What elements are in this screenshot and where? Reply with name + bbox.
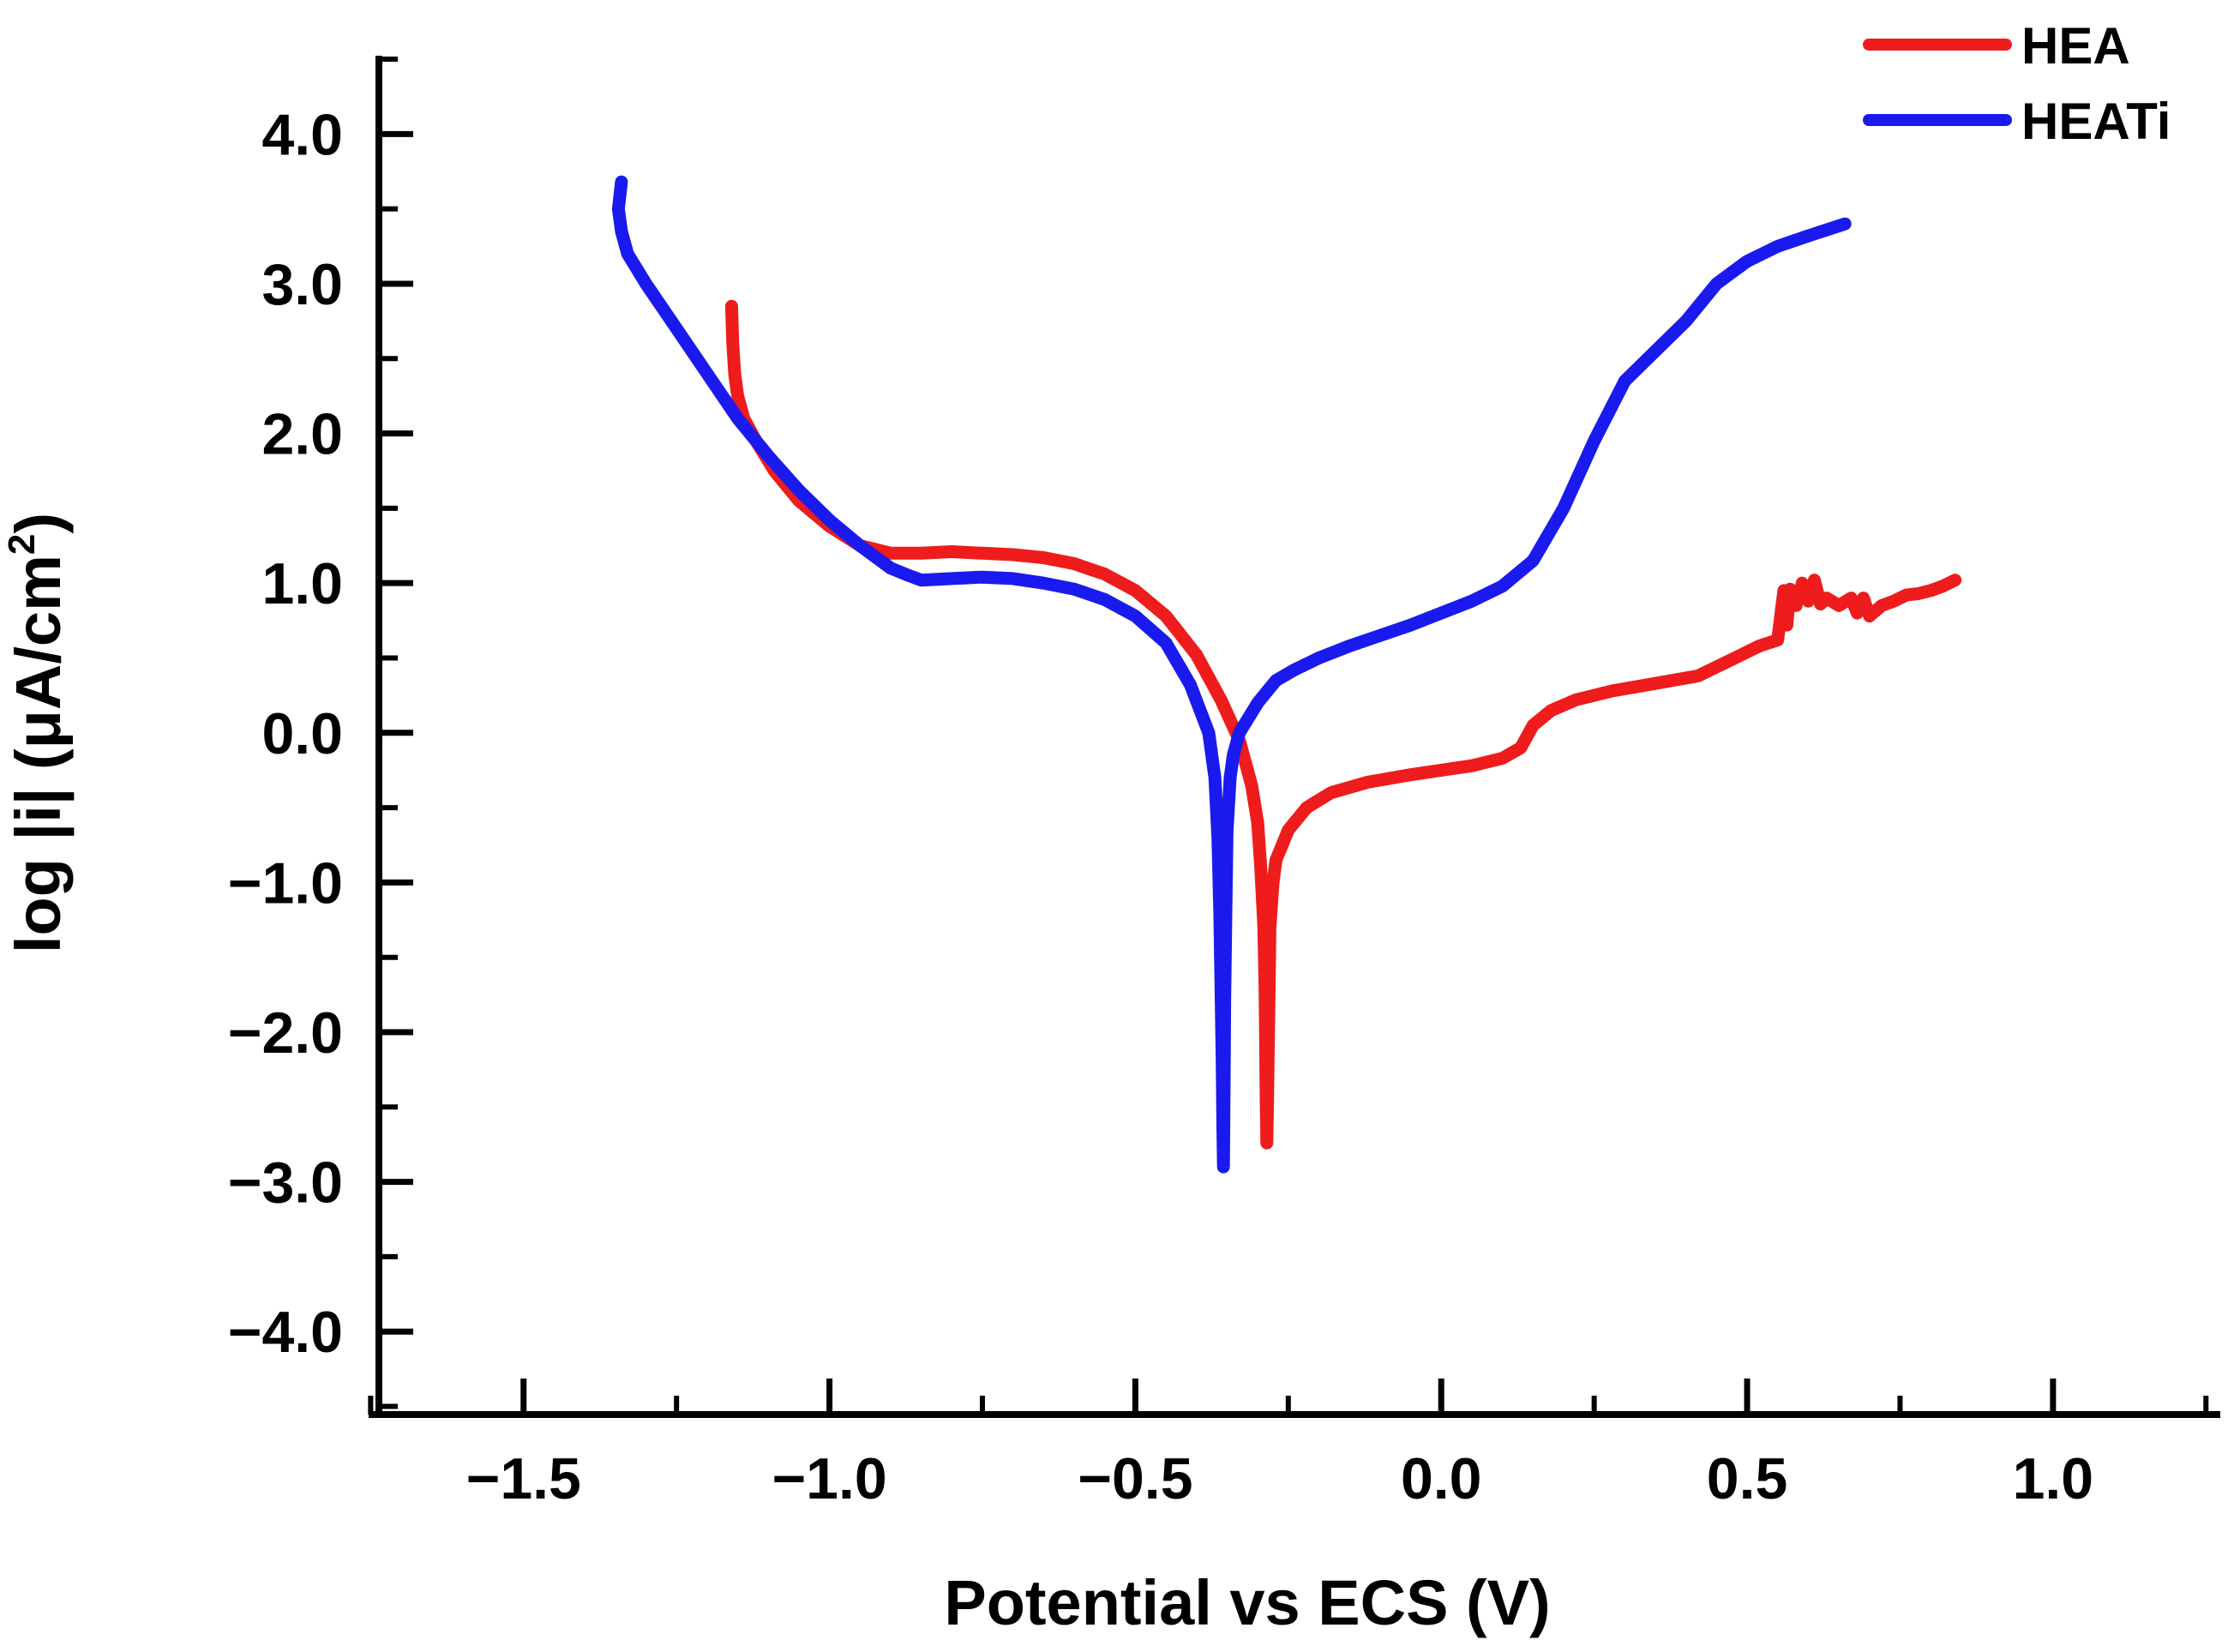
- axes: −1.5 −1.0 −0.5 0.0 0.5 1.0 4.03.02.01.00.0−1.…: [228, 56, 2220, 1511]
- y-tick-label: 4.0: [261, 102, 343, 167]
- y-tick-label: −3.0: [228, 1150, 343, 1216]
- legend-item-hea: HEA: [1863, 17, 2130, 75]
- y-tick-label: 0.0: [261, 701, 343, 766]
- y-tick-label: −4.0: [228, 1300, 343, 1365]
- y-tick-label: 2.0: [261, 402, 343, 467]
- y-axis-title: log |i| (μA/cm2): [1, 513, 75, 953]
- x-tick-label: −0.5: [1078, 1446, 1192, 1511]
- legend: HEA HEATi: [1863, 17, 2171, 150]
- series-line-hea: [724, 299, 1962, 1150]
- x-tick-label: −1.5: [466, 1446, 581, 1511]
- x-tick-label: 1.0: [2013, 1446, 2094, 1511]
- series-layer: [611, 175, 1962, 1174]
- y-ticks: 4.0 3.0 2.0 1.0 0.0 −1.0 −2.0 −3.0 −4.0: [228, 57, 413, 1409]
- y-tick-label: −1.0: [228, 850, 343, 916]
- y-axis-title-main: log |i| (μA/cm: [3, 555, 75, 953]
- legend-item-heati: HEATi: [1863, 93, 2171, 150]
- series-line-heati: [611, 175, 1852, 1174]
- x-ticks: −1.5 −1.0 −0.5 0.0 0.5 1.0: [368, 1379, 2209, 1511]
- legend-label-hea: HEA: [2021, 17, 2130, 75]
- y-tick-label: 1.0: [261, 551, 343, 616]
- x-tick-label: −1.0: [772, 1446, 886, 1511]
- y-axis-title-close: ): [3, 513, 74, 534]
- x-axis-title: Potential vs ECS (V): [944, 1567, 1550, 1638]
- y-axis-title-superscript: 2: [1, 534, 43, 555]
- legend-label-heati: HEATi: [2021, 93, 2171, 150]
- y-tick-label: −2.0: [228, 1000, 343, 1066]
- x-tick-label: 0.0: [1401, 1446, 1482, 1511]
- x-tick-label: 0.5: [1707, 1446, 1788, 1511]
- y-tick-label: 3.0: [261, 252, 343, 317]
